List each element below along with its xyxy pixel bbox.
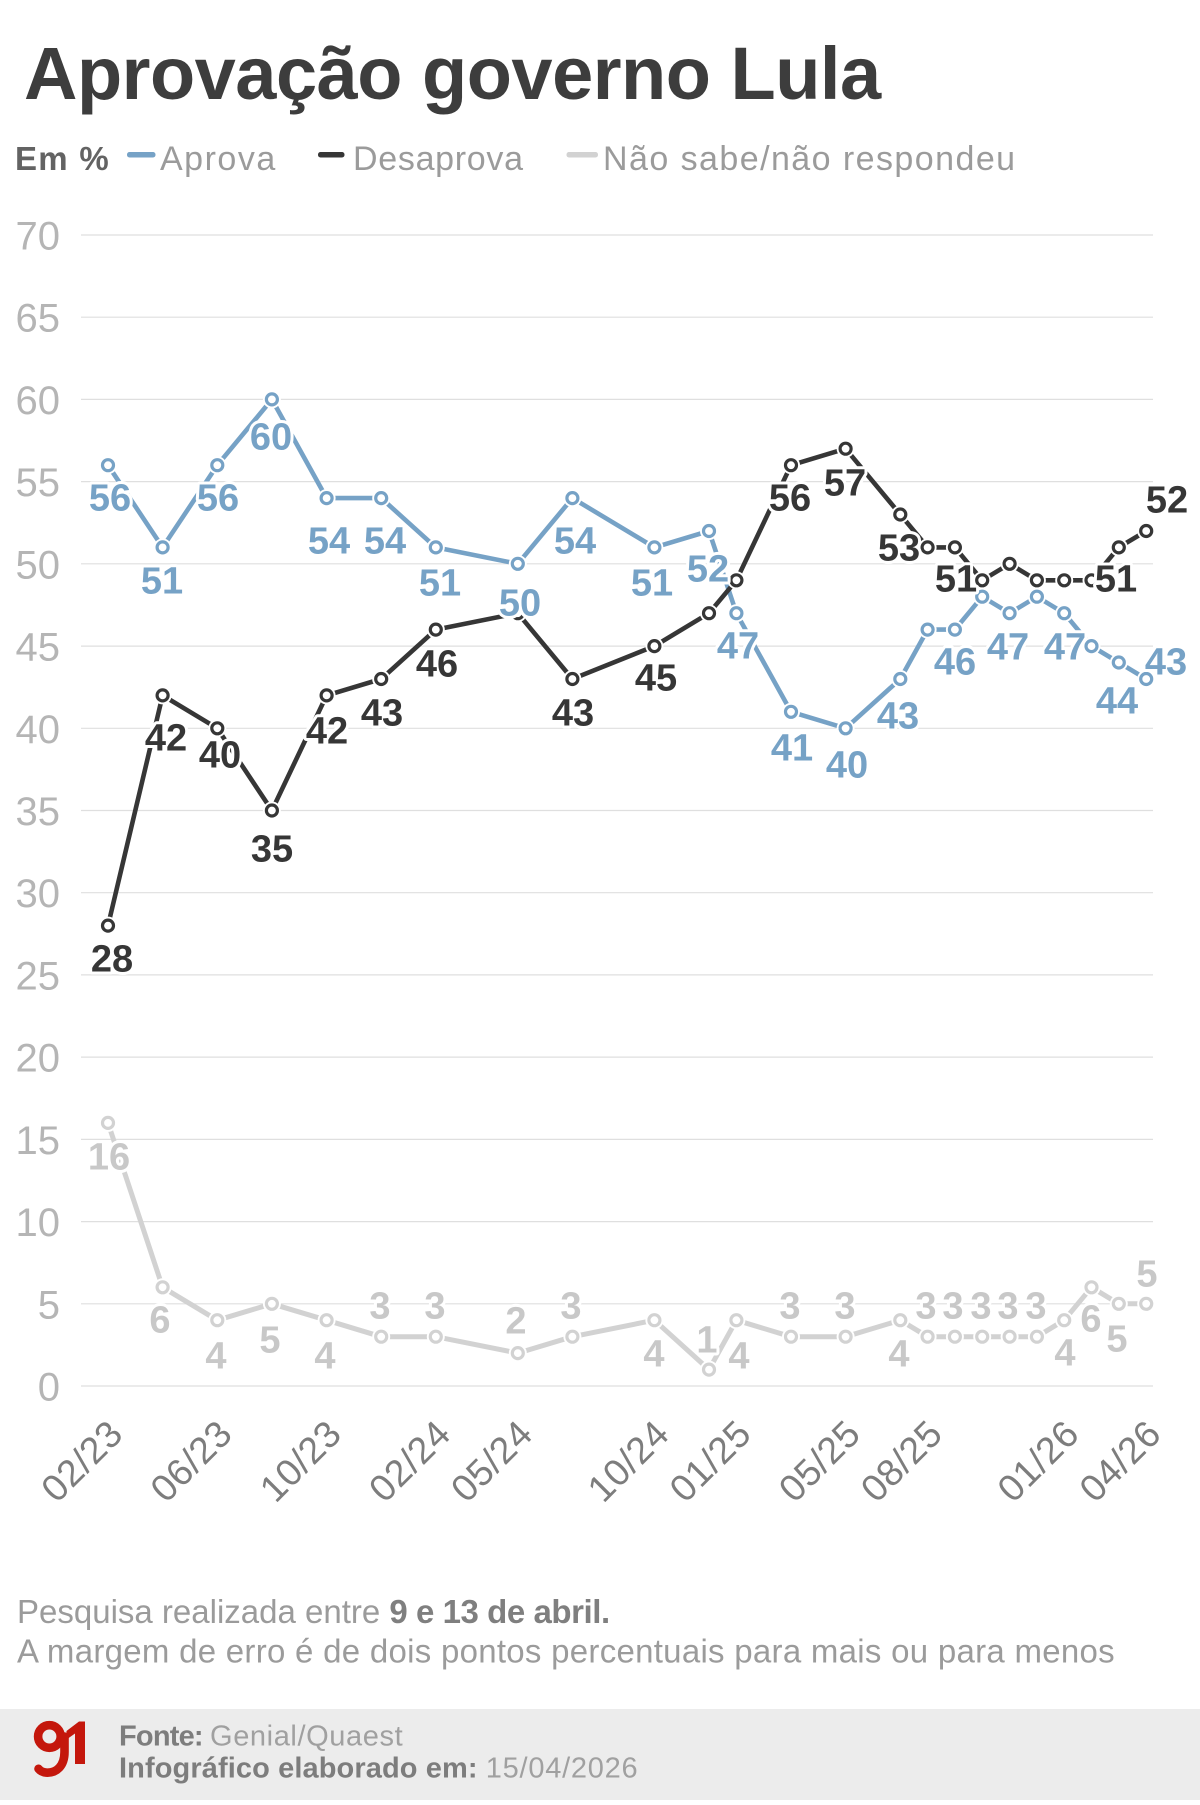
- svg-text:Não sabe/não respondeu: Não sabe/não respondeu: [603, 140, 1017, 178]
- svg-text:44: 44: [1096, 681, 1138, 723]
- svg-text:1: 1: [696, 1320, 717, 1362]
- svg-text:3: 3: [1025, 1286, 1046, 1328]
- svg-text:43: 43: [552, 693, 594, 735]
- svg-text:4: 4: [888, 1334, 909, 1376]
- svg-text:45: 45: [635, 658, 677, 700]
- svg-text:3: 3: [942, 1286, 963, 1328]
- svg-text:46: 46: [416, 644, 458, 686]
- svg-text:42: 42: [145, 718, 187, 760]
- svg-text:15: 15: [16, 1119, 61, 1163]
- svg-text:46: 46: [934, 642, 976, 684]
- svg-text:47: 47: [717, 626, 759, 668]
- svg-text:50: 50: [499, 583, 541, 625]
- svg-text:43: 43: [361, 693, 403, 735]
- svg-text:5: 5: [38, 1283, 60, 1327]
- svg-text:6: 6: [1080, 1299, 1101, 1341]
- svg-text:51: 51: [141, 561, 183, 603]
- svg-text:40: 40: [199, 735, 241, 777]
- svg-text:3: 3: [834, 1286, 855, 1328]
- svg-text:0: 0: [38, 1366, 60, 1410]
- svg-text:40: 40: [16, 708, 61, 752]
- svg-text:56: 56: [89, 478, 131, 520]
- svg-text:57: 57: [824, 463, 866, 505]
- svg-text:55: 55: [16, 461, 61, 505]
- svg-text:3: 3: [970, 1286, 991, 1328]
- svg-text:50: 50: [16, 543, 61, 587]
- svg-text:65: 65: [16, 297, 61, 341]
- svg-text:35: 35: [16, 790, 61, 834]
- svg-text:Fonte: Genial/Quaest: Fonte: Genial/Quaest: [119, 1721, 403, 1753]
- svg-text:3: 3: [997, 1286, 1018, 1328]
- svg-text:45: 45: [16, 626, 61, 670]
- svg-text:56: 56: [769, 478, 811, 520]
- svg-text:4: 4: [1054, 1333, 1075, 1375]
- svg-text:54: 54: [308, 521, 350, 563]
- svg-text:47: 47: [1044, 627, 1086, 669]
- svg-text:A margem de erro é de dois pon: A margem de erro é de dois pontos percen…: [17, 1633, 1115, 1670]
- svg-text:51: 51: [1095, 559, 1137, 601]
- svg-text:3: 3: [779, 1286, 800, 1328]
- svg-text:Desaprova: Desaprova: [353, 140, 524, 178]
- svg-text:6: 6: [149, 1300, 170, 1342]
- svg-text:3: 3: [560, 1286, 581, 1328]
- svg-text:25: 25: [16, 954, 61, 998]
- svg-text:43: 43: [1145, 642, 1187, 684]
- svg-text:20: 20: [16, 1037, 61, 1081]
- svg-text:4: 4: [643, 1334, 664, 1376]
- svg-text:42: 42: [306, 711, 348, 753]
- svg-text:Aprovação governo Lula: Aprovação governo Lula: [24, 32, 882, 115]
- svg-text:Em %: Em %: [15, 140, 110, 177]
- svg-text:5: 5: [1106, 1319, 1127, 1361]
- svg-text:30: 30: [16, 872, 61, 916]
- svg-text:52: 52: [1146, 480, 1188, 522]
- svg-text:54: 54: [554, 521, 596, 563]
- svg-text:51: 51: [935, 559, 977, 601]
- svg-text:51: 51: [419, 563, 461, 605]
- svg-text:51: 51: [631, 563, 673, 605]
- svg-text:Infográfico elaborado em: 15/0: Infográfico elaborado em: 15/04/2026: [119, 1753, 638, 1785]
- svg-text:3: 3: [424, 1286, 445, 1328]
- svg-text:3: 3: [915, 1286, 936, 1328]
- svg-text:3: 3: [369, 1286, 390, 1328]
- svg-text:Aprova: Aprova: [160, 140, 277, 178]
- svg-text:56: 56: [197, 478, 239, 520]
- svg-text:2: 2: [505, 1301, 526, 1343]
- svg-text:54: 54: [364, 521, 406, 563]
- svg-text:41: 41: [771, 728, 813, 770]
- svg-text:70: 70: [16, 215, 61, 259]
- svg-text:4: 4: [205, 1336, 226, 1378]
- svg-text:10: 10: [16, 1201, 61, 1245]
- svg-text:53: 53: [878, 528, 920, 570]
- svg-text:35: 35: [251, 829, 293, 871]
- svg-text:5: 5: [259, 1320, 280, 1362]
- svg-text:60: 60: [250, 417, 292, 459]
- svg-text:40: 40: [826, 745, 868, 787]
- svg-text:4: 4: [728, 1336, 749, 1378]
- svg-text:47: 47: [987, 627, 1029, 669]
- svg-text:60: 60: [16, 379, 61, 423]
- svg-text:16: 16: [88, 1137, 130, 1179]
- svg-text:4: 4: [314, 1336, 335, 1378]
- svg-text:43: 43: [877, 696, 919, 738]
- svg-text:52: 52: [687, 549, 729, 591]
- svg-text:5: 5: [1136, 1254, 1157, 1296]
- svg-text:Pesquisa realizada entre 9 e 1: Pesquisa realizada entre 9 e 13 de abril…: [17, 1593, 610, 1630]
- svg-text:28: 28: [91, 939, 133, 981]
